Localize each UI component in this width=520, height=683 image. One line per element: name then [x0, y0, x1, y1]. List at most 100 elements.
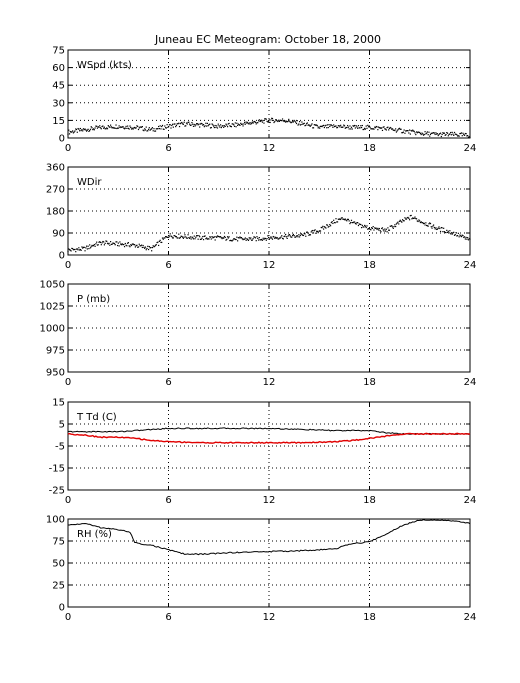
data-point: [164, 125, 166, 127]
data-point: [135, 127, 137, 129]
data-point: [427, 134, 429, 136]
data-point: [441, 227, 443, 229]
data-point: [228, 122, 230, 125]
data-point: [426, 225, 428, 227]
data-point: [120, 243, 122, 245]
data-point: [110, 241, 112, 243]
y-tick-label: 0: [59, 603, 65, 614]
data-point: [316, 124, 318, 126]
data-point: [223, 125, 226, 127]
data-point: [317, 232, 319, 234]
data-point: [338, 218, 340, 221]
data-point: [329, 124, 332, 126]
data-point: [343, 125, 346, 127]
data-point: [221, 125, 223, 127]
data-point: [311, 123, 313, 125]
data-point: [192, 125, 195, 127]
data-point: [183, 121, 185, 123]
data-point: [156, 128, 158, 130]
data-point: [363, 128, 365, 131]
data-point: [113, 127, 115, 129]
data-point: [273, 236, 275, 238]
data-point: [305, 235, 307, 237]
y-tick-label: 950: [46, 368, 65, 379]
data-point: [212, 124, 214, 126]
data-point: [384, 128, 386, 130]
data-point: [233, 124, 235, 126]
data-point: [444, 231, 446, 234]
data-point: [467, 134, 469, 137]
data-point: [453, 131, 456, 134]
data-point: [353, 221, 355, 223]
data-point: [285, 120, 288, 122]
data-point: [398, 223, 400, 225]
data-point: [254, 120, 256, 123]
data-point: [449, 133, 451, 135]
x-tick-label: 18: [363, 495, 376, 506]
y-tick-label: 75: [52, 537, 65, 548]
data-point: [212, 237, 214, 239]
data-point: [72, 248, 74, 250]
data-point: [446, 231, 449, 233]
data-point: [436, 133, 439, 135]
data-point: [386, 231, 388, 233]
data-point: [251, 121, 253, 123]
data-point: [158, 128, 160, 130]
data-point: [92, 129, 94, 131]
data-point: [402, 131, 404, 133]
data-point: [323, 126, 325, 129]
data-point: [360, 223, 362, 226]
data-point: [329, 225, 332, 227]
data-point: [264, 237, 267, 240]
data-point: [319, 230, 322, 232]
data-point: [77, 127, 79, 130]
data-point: [327, 226, 329, 228]
data-point: [275, 119, 277, 121]
data-point: [171, 123, 174, 125]
data-point: [376, 126, 378, 128]
data-point: [219, 126, 221, 128]
data-point: [434, 228, 436, 230]
data-point: [229, 125, 231, 127]
data-point: [235, 126, 237, 128]
data-point: [381, 227, 383, 230]
data-point: [82, 130, 84, 132]
data-point: [370, 229, 372, 231]
data-point: [181, 235, 183, 238]
data-point: [348, 128, 350, 130]
panel-rh: 0 6 12 18 24 0 25 50 75 100 RH (%): [46, 515, 476, 624]
data-point: [215, 126, 217, 129]
data-point: [168, 236, 170, 238]
data-point: [174, 123, 176, 125]
data-point: [177, 237, 179, 239]
data-point: [82, 128, 85, 130]
data-point: [431, 227, 433, 229]
data-point: [331, 124, 333, 127]
data-point: [143, 130, 145, 132]
data-point: [162, 238, 164, 240]
data-point: [327, 126, 329, 129]
data-point: [102, 125, 104, 127]
data-point: [268, 119, 270, 121]
data-point: [271, 238, 274, 240]
x-tick-label: 24: [464, 495, 477, 506]
data-point: [328, 225, 330, 228]
data-point: [280, 119, 282, 122]
data-point: [271, 117, 274, 120]
data-point: [465, 133, 467, 135]
data-point: [78, 247, 80, 249]
data-point: [361, 224, 363, 227]
data-point: [129, 246, 131, 248]
data-point: [289, 235, 291, 237]
data-point: [220, 237, 222, 239]
data-point: [418, 131, 420, 133]
data-point: [298, 236, 301, 238]
data-point: [199, 236, 201, 238]
data-point: [400, 128, 402, 130]
data-point: [133, 244, 135, 246]
data-point: [448, 133, 450, 136]
data-point: [342, 126, 344, 128]
data-point: [274, 237, 276, 240]
data-point: [127, 242, 130, 244]
data-point: [134, 244, 136, 246]
